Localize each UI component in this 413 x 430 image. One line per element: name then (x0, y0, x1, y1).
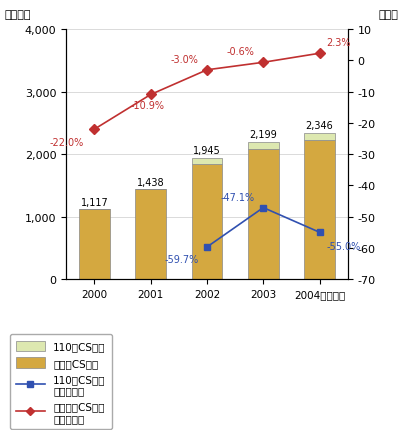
Bar (304, 141, 334, 280)
Text: -10.9%: -10.9% (131, 101, 164, 111)
Text: -59.7%: -59.7% (164, 255, 198, 265)
Bar (191, 165, 222, 280)
Bar (191, 158, 222, 165)
Bar (247, 142, 278, 149)
Bar (135, 190, 166, 280)
Bar (79, 210, 109, 280)
Text: -22.0%: -22.0% (50, 137, 84, 147)
Text: 2,346: 2,346 (305, 121, 333, 131)
Text: 2.3%: 2.3% (325, 38, 350, 48)
Text: （億円）: （億円） (4, 10, 31, 20)
Bar (304, 133, 334, 141)
Legend: 110度CS放送, その他CS放送, 110度CS放送
営業利益率, その他のCS放送
営業利益率: 110度CS放送, その他CS放送, 110度CS放送 営業利益率, その他のC… (9, 335, 112, 429)
Text: -47.1%: -47.1% (220, 192, 254, 202)
Text: 1,438: 1,438 (137, 177, 164, 187)
Text: -55.0%: -55.0% (325, 242, 360, 252)
Text: 2,199: 2,199 (249, 130, 277, 140)
Bar (247, 149, 278, 280)
Text: 1,117: 1,117 (80, 197, 108, 207)
Text: （％）: （％） (377, 10, 397, 20)
Text: -3.0%: -3.0% (170, 55, 198, 64)
Text: 1,945: 1,945 (192, 146, 221, 156)
Text: -0.6%: -0.6% (226, 47, 254, 57)
